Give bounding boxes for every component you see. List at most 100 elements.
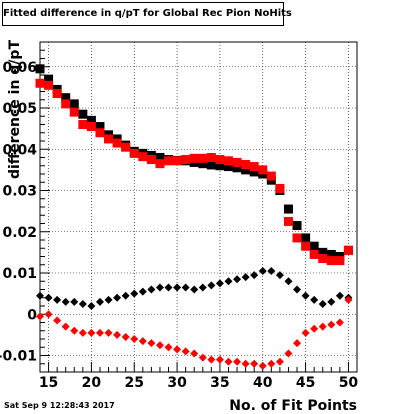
data-point: [241, 359, 250, 368]
data-point: [344, 295, 353, 304]
data-point: [198, 283, 207, 292]
axis-ticks: [39, 41, 358, 373]
data-point: [44, 80, 54, 90]
data-point: [95, 122, 105, 132]
data-point: [301, 291, 310, 300]
data-point: [78, 120, 88, 129]
data-point: [198, 153, 208, 163]
data-point: [181, 283, 190, 292]
data-point: [309, 249, 319, 259]
data-point: [275, 271, 284, 280]
data-point: [224, 357, 233, 366]
data-point: [95, 128, 105, 138]
data-point: [335, 256, 345, 266]
data-point: [241, 273, 250, 282]
data-point: [327, 320, 336, 329]
data-point: [104, 328, 113, 337]
data-point: [35, 64, 45, 74]
data-point: [95, 328, 104, 337]
data-point: [130, 335, 139, 343]
data-point: [121, 291, 130, 300]
data-point: [164, 283, 173, 292]
data-point: [249, 162, 259, 172]
data-point: [233, 275, 242, 284]
timestamp: Sat Sep 9 12:28:43 2017: [4, 401, 115, 410]
data-point: [155, 341, 164, 350]
data-point: [258, 361, 267, 370]
data-point: [35, 78, 45, 88]
data-point: [318, 299, 327, 308]
data-point: [53, 316, 62, 325]
x-axis-label: No. of Fit Points: [229, 398, 357, 414]
y-tick-label: 0.03: [2, 184, 37, 200]
data-point: [215, 155, 225, 165]
data-point: [207, 355, 216, 364]
data-point: [215, 279, 224, 288]
y-tick-label: -0.01: [0, 349, 37, 365]
data-point: [190, 349, 199, 358]
data-point: [146, 155, 156, 165]
data-point: [326, 256, 336, 266]
data-point: [335, 318, 344, 327]
data-point: [172, 156, 182, 166]
data-point: [52, 89, 62, 99]
y-tick-label: 0.01: [2, 266, 37, 282]
data-point: [198, 353, 207, 362]
data-point: [232, 163, 242, 173]
data-point: [121, 332, 130, 341]
data-point: [130, 289, 139, 298]
data-point: [147, 285, 156, 294]
data-point: [121, 142, 131, 152]
data-point: [301, 233, 311, 243]
data-point: [86, 115, 96, 125]
data-point: [326, 249, 336, 259]
x-tick-label: 15: [39, 375, 58, 391]
data-point: [189, 153, 199, 163]
data-point: [138, 337, 147, 346]
data-point: [250, 359, 259, 368]
data-point: [301, 328, 310, 337]
data-point: [292, 233, 302, 243]
data-point: [36, 291, 44, 300]
data-point: [283, 204, 293, 214]
data-point: [267, 359, 276, 368]
data-point: [173, 345, 182, 354]
data-point: [95, 297, 104, 306]
data-point: [104, 134, 114, 144]
data-point: [293, 339, 302, 348]
plot-frame: [39, 41, 358, 373]
x-tick-label: 20: [82, 375, 102, 391]
data-point: [138, 152, 148, 162]
data-point: [129, 148, 139, 158]
data-point: [173, 283, 182, 292]
x-tick-label: 30: [167, 375, 187, 391]
data-point: [87, 302, 96, 310]
data-point: [301, 241, 311, 251]
data-point: [284, 349, 293, 358]
data-point: [275, 183, 285, 193]
data-point: [266, 171, 276, 181]
data-point: [224, 277, 233, 286]
data-point: [310, 295, 319, 304]
data-point: [343, 245, 353, 255]
data-point: [155, 159, 165, 169]
data-point: [104, 295, 113, 304]
data-point: [241, 160, 251, 170]
data-point: [206, 160, 216, 170]
data-point: [284, 277, 293, 286]
data-marks: [35, 64, 353, 370]
data-point: [78, 299, 87, 308]
data-point: [155, 153, 165, 162]
data-point: [335, 291, 344, 300]
chart-title: Fitted difference in q/pT for Global Rec…: [3, 8, 292, 19]
data-point: [190, 285, 199, 294]
y-tick-label: 0.06: [2, 60, 37, 76]
data-point: [215, 161, 225, 171]
data-point: [112, 138, 122, 148]
chart-title-box: Fitted difference in q/pT for Global Rec…: [2, 2, 292, 26]
data-point: [249, 167, 259, 177]
x-tick-label: 35: [210, 375, 229, 391]
data-point: [36, 312, 44, 321]
data-point: [250, 271, 259, 280]
